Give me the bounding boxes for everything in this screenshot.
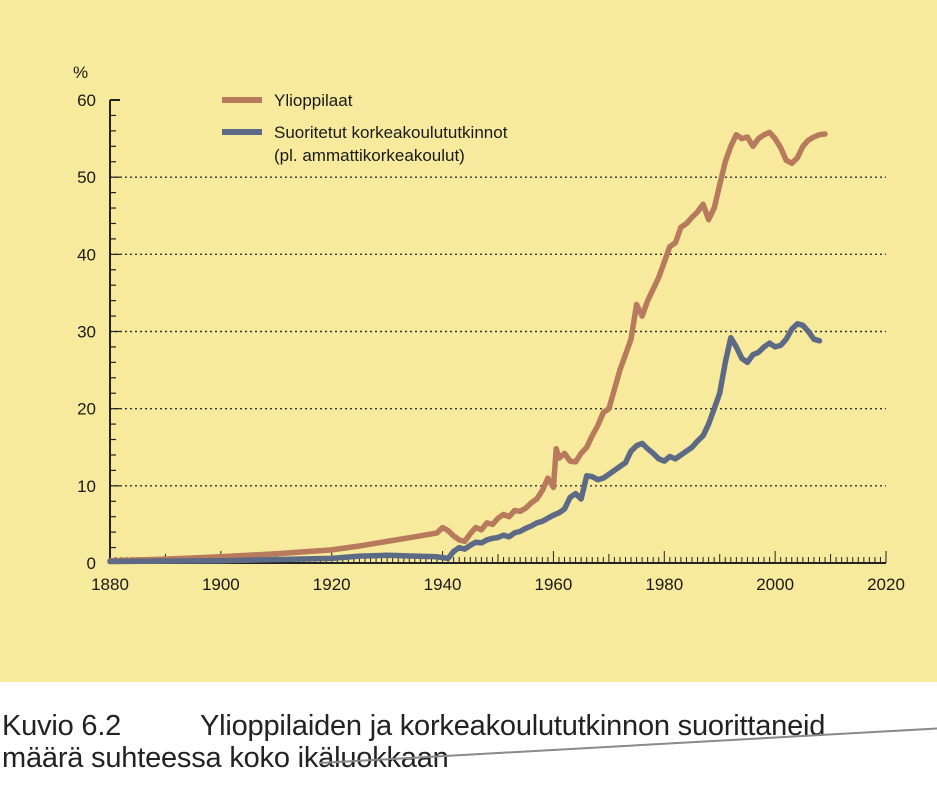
x-tick-label-1880: 1880 [91,575,129,594]
y-tick-label-10: 10 [77,477,96,496]
grid-layer [110,176,886,487]
series-line-korkeakoulututkinnot [107,321,823,565]
legend-label-ylioppilaat: Ylioppilaat [274,91,353,110]
x-tick-label-1920: 1920 [313,575,351,594]
legend: Ylioppilaat Suoritetut korkeakoulututkin… [222,91,508,165]
y-tick-label-60: 60 [77,91,96,110]
x-tick-label-2000: 2000 [756,575,794,594]
caption-line-2: määrä suhteessa koko ikäluokkaan [2,742,937,774]
x-tick-label-1960: 1960 [535,575,573,594]
x-tick-label-2020: 2020 [867,575,905,594]
series-line-ylioppilaat [107,129,828,564]
legend-label-korkeakoulututkinnot-note: (pl. ammattikorkeakoulut) [274,146,465,165]
caption-title-line-1: Ylioppilaiden ja korkeakoulututkinnon su… [200,710,826,742]
legend-label-korkeakoulututkinnot: Suoritetut korkeakoulututkinnot [274,123,508,142]
x-tick-label-1900: 1900 [202,575,240,594]
series-layer [107,129,828,565]
axis-layer: 0 10 20 30 40 50 60 1880 1900 1920 1940 1960 1980 200… [77,91,905,594]
y-tick-label-40: 40 [77,245,96,264]
caption-figure-number: Kuvio 6.2 [2,710,122,742]
y-tick-label-0: 0 [87,554,96,573]
chart-panel: 0 10 20 30 40 50 60 1880 1900 1920 1940 1960 1980 200… [0,0,937,682]
y-tick-label-30: 30 [77,323,96,342]
y-axis-unit-label: % [73,63,88,82]
x-tick-label-1940: 1940 [424,575,462,594]
figure-caption: Kuvio 6.2 Ylioppilaiden ja korkeakoulutut… [2,710,937,792]
y-tick-label-50: 50 [77,168,96,187]
x-tick-label-1980: 1980 [645,575,683,594]
caption-line-1: Kuvio 6.2 Ylioppilaiden ja korkeakoulutut… [2,710,937,742]
y-tick-label-20: 20 [77,400,96,419]
chart-svg: 0 10 20 30 40 50 60 1880 1900 1920 1940 1960 1980 200… [73,63,905,594]
